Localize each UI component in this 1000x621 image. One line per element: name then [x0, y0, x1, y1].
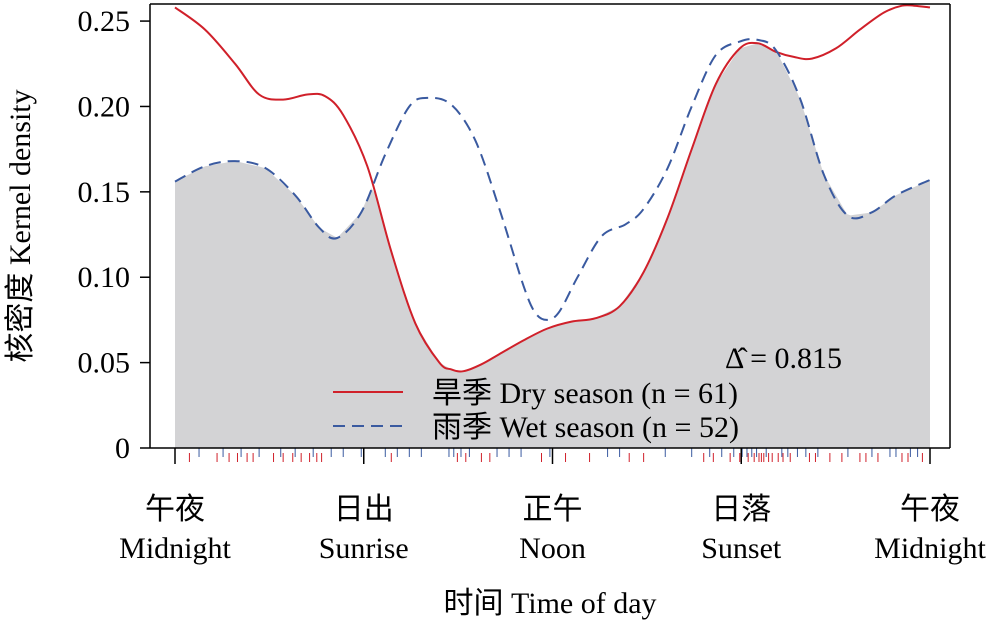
y-tick-label: 0.25 — [78, 5, 131, 38]
overlap-area — [175, 43, 930, 448]
x-tick-label-en: Noon — [519, 532, 586, 565]
legend-wet-label: 雨季 Wet season (n = 52) — [432, 411, 739, 444]
overlap-estimate: Δ̂ = 0.815 — [725, 342, 842, 375]
y-ticks: 0 0.05 0.10 0.15 0.20 0.25 — [78, 5, 150, 465]
x-tick-label-zh: 正午 — [523, 493, 583, 526]
y-tick-label: 0 — [115, 432, 130, 465]
axes — [149, 3, 951, 449]
rug-marks — [188, 448, 923, 462]
y-tick-label: 0.20 — [78, 90, 131, 123]
x-tick-label-en: Midnight — [119, 532, 231, 565]
x-tick-label-en: Sunrise — [319, 532, 409, 565]
x-tick-label-zh: 日落 — [711, 493, 771, 526]
y-tick-label: 0.15 — [78, 176, 131, 209]
x-tick-label-en: Midnight — [874, 532, 986, 565]
x-tick-label-zh: 午夜 — [145, 493, 205, 526]
x-axis-title: 时间 Time of day — [443, 587, 656, 620]
x-tick-label-en: Sunset — [701, 532, 782, 565]
y-axis-title: 核密度 Kernel density — [4, 89, 37, 362]
y-tick-label: 0.05 — [78, 347, 131, 380]
y-tick-label: 0.10 — [78, 261, 131, 294]
x-tick-label-zh: 午夜 — [900, 493, 960, 526]
x-ticks: 午夜 Midnight 日出 Sunrise 正午 Noon 日落 Sunset 午夜 Midni… — [119, 448, 987, 565]
legend: 旱季 Dry season (n = 61) 雨季 Wet season (n … — [333, 377, 739, 444]
wet-season-line — [174, 38, 931, 321]
dry-season-line — [174, 4, 931, 373]
legend-dry-label: 旱季 Dry season (n = 61) — [432, 377, 738, 410]
x-tick-label-zh: 日出 — [334, 493, 394, 526]
